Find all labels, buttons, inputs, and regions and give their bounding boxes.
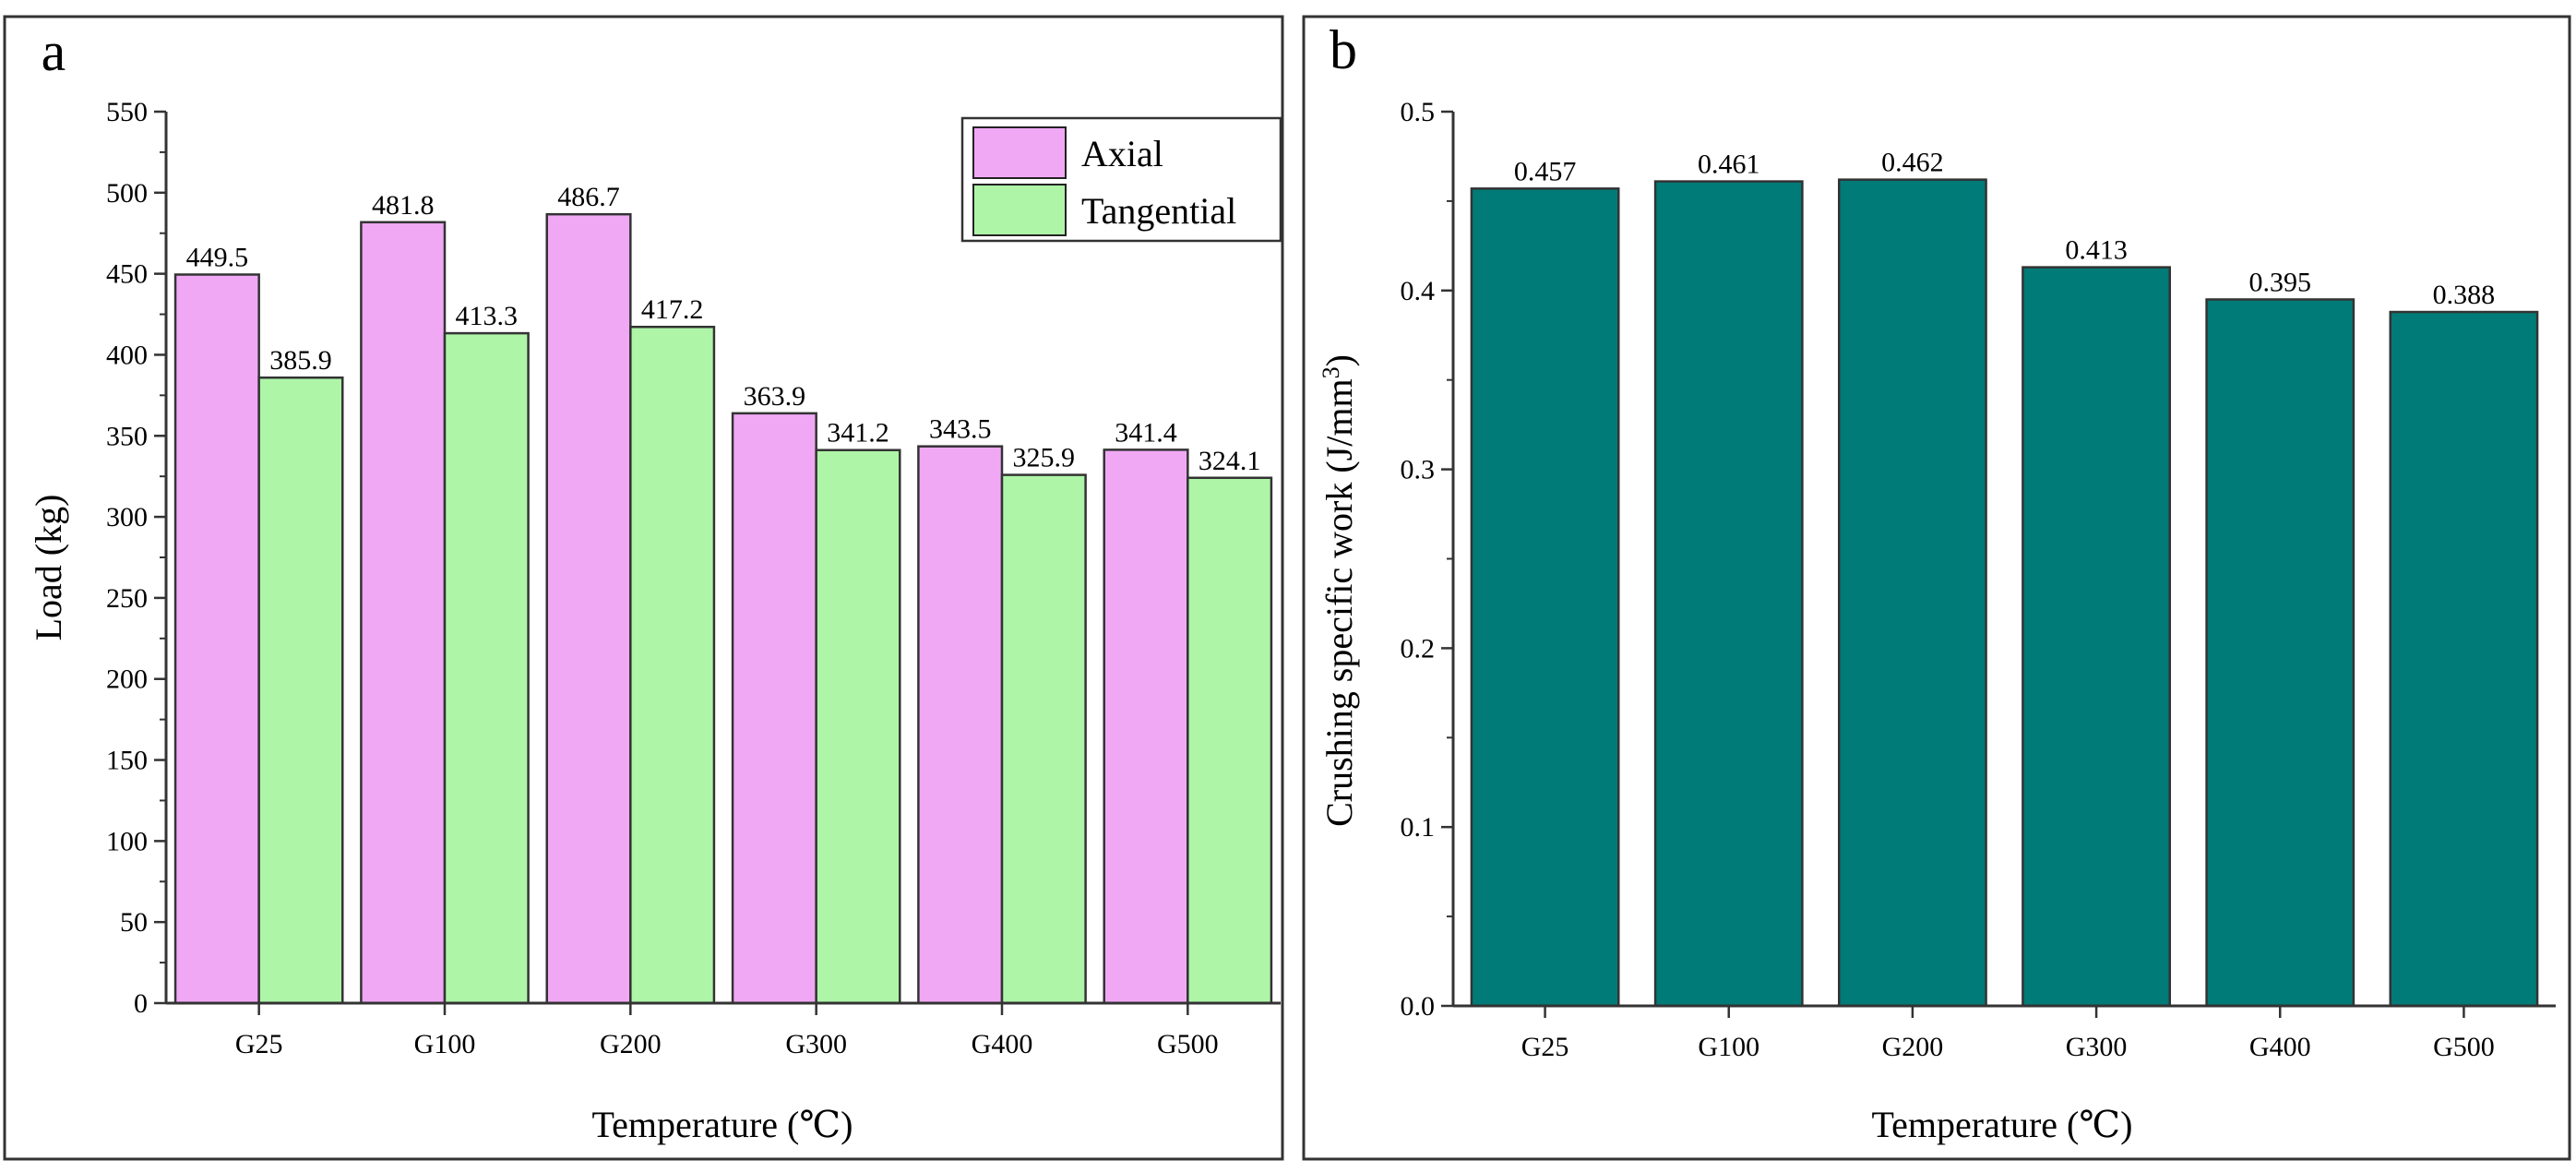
x-tick-label: G25 [1521,1032,1569,1062]
y-tick-label: 250 [106,583,148,614]
x-tick-label: G400 [972,1029,1033,1059]
legend: Axial Tangential [960,116,1282,243]
y-tick-label: 200 [106,664,148,695]
legend-swatch-tangential [972,184,1067,236]
y-tick-label: 100 [106,826,148,856]
bar-tangential-g400 [1000,473,1087,1005]
x-tick-label: G200 [600,1029,662,1059]
value-label: 341.2 [827,418,889,448]
legend-label-tangential: Tangential [1081,190,1236,232]
x-tick-label: G500 [2433,1032,2495,1062]
panel-b-chart: 0.457 G25 0.461 G100 0.462 G200 0.413 G300 0.395… [1401,97,2556,1062]
value-label: 324.1 [1199,446,1261,476]
y-tick-label: 0.1 [1401,812,1436,843]
y-tick-label: 0.5 [1401,97,1436,127]
bar-tangential-g25 [257,376,344,1005]
panel-b-x-title: Temperature (℃) [1872,1104,2133,1145]
panel-a-letter: a [42,21,66,82]
value-label: 486.7 [557,182,620,212]
bar-crushing-specific-work-g200 [1838,178,1987,1008]
y-tick-label: 450 [106,259,148,290]
value-label: 417.2 [641,294,704,325]
y-tick-label: 300 [106,502,148,532]
x-tick-label: G200 [1882,1032,1944,1062]
bar-crushing-specific-work-g100 [1653,180,1804,1008]
y-tick-label: 350 [106,421,148,451]
y-tick-label: 500 [106,178,148,209]
y-tick-label: 0.3 [1401,455,1436,485]
y-tick-label: 400 [106,340,148,370]
value-label: 481.8 [372,190,435,221]
value-label: 0.388 [2433,280,2496,310]
y-tick-label: 0.2 [1401,633,1436,664]
value-label: 363.9 [744,381,806,412]
bar-axial-g500 [1103,448,1189,1005]
value-label: 325.9 [1013,443,1076,473]
value-label: 343.5 [929,414,992,445]
y-tick-label: 0.4 [1401,276,1436,306]
bar-axial-g300 [731,412,817,1005]
x-tick-label: G25 [235,1029,283,1059]
y-tick-label: 0 [134,988,148,1019]
panel-a-y-title: Load (kg) [28,495,69,641]
value-label: 0.395 [2249,267,2312,297]
panel-b-y-title: Crushing specific work (J/mm3) [1318,354,1360,827]
x-tick-label: G300 [2066,1032,2128,1062]
legend-label-axial: Axial [1081,133,1163,174]
value-label: 0.462 [1881,148,1944,178]
bar-axial-g200 [545,212,632,1005]
value-label: 385.9 [269,345,332,376]
bar-crushing-specific-work-g300 [2021,266,2172,1008]
value-label: 341.4 [1115,417,1177,448]
bar-tangential-g500 [1187,476,1273,1005]
value-label: 413.3 [456,301,519,331]
bar-crushing-specific-work-g400 [2205,298,2355,1008]
panel-b-letter: b [1330,19,1357,80]
x-tick-label: G300 [785,1029,847,1059]
x-tick-label: G500 [1157,1029,1219,1059]
y-tick-label: 550 [106,97,148,127]
panel-a-x-title: Temperature (℃) [592,1104,853,1145]
y-tick-label: 150 [106,746,148,776]
bar-tangential-g200 [629,325,716,1005]
bar-axial-g25 [173,273,260,1005]
panel-a-chart: 449.5 385.9 G25 481.8 413.3 G100 486.7 417.2 G20… [106,97,1281,1059]
x-tick-label: G100 [1698,1032,1759,1062]
bar-tangential-g100 [443,331,530,1005]
bar-tangential-g300 [815,448,901,1005]
value-label: 0.461 [1698,149,1760,180]
value-label: 449.5 [186,243,249,273]
bar-axial-g400 [917,445,1004,1005]
y-tick-label: 0.0 [1401,991,1436,1022]
bar-crushing-specific-work-g25 [1470,187,1620,1008]
x-tick-label: G400 [2249,1032,2311,1062]
x-tick-label: G100 [414,1029,476,1059]
value-label: 0.413 [2065,235,2128,266]
bar-axial-g100 [360,221,447,1005]
y-tick-label: 50 [120,907,148,938]
value-label: 0.457 [1514,156,1577,186]
bar-crushing-specific-work-g500 [2389,310,2539,1008]
legend-swatch-axial [972,126,1067,179]
